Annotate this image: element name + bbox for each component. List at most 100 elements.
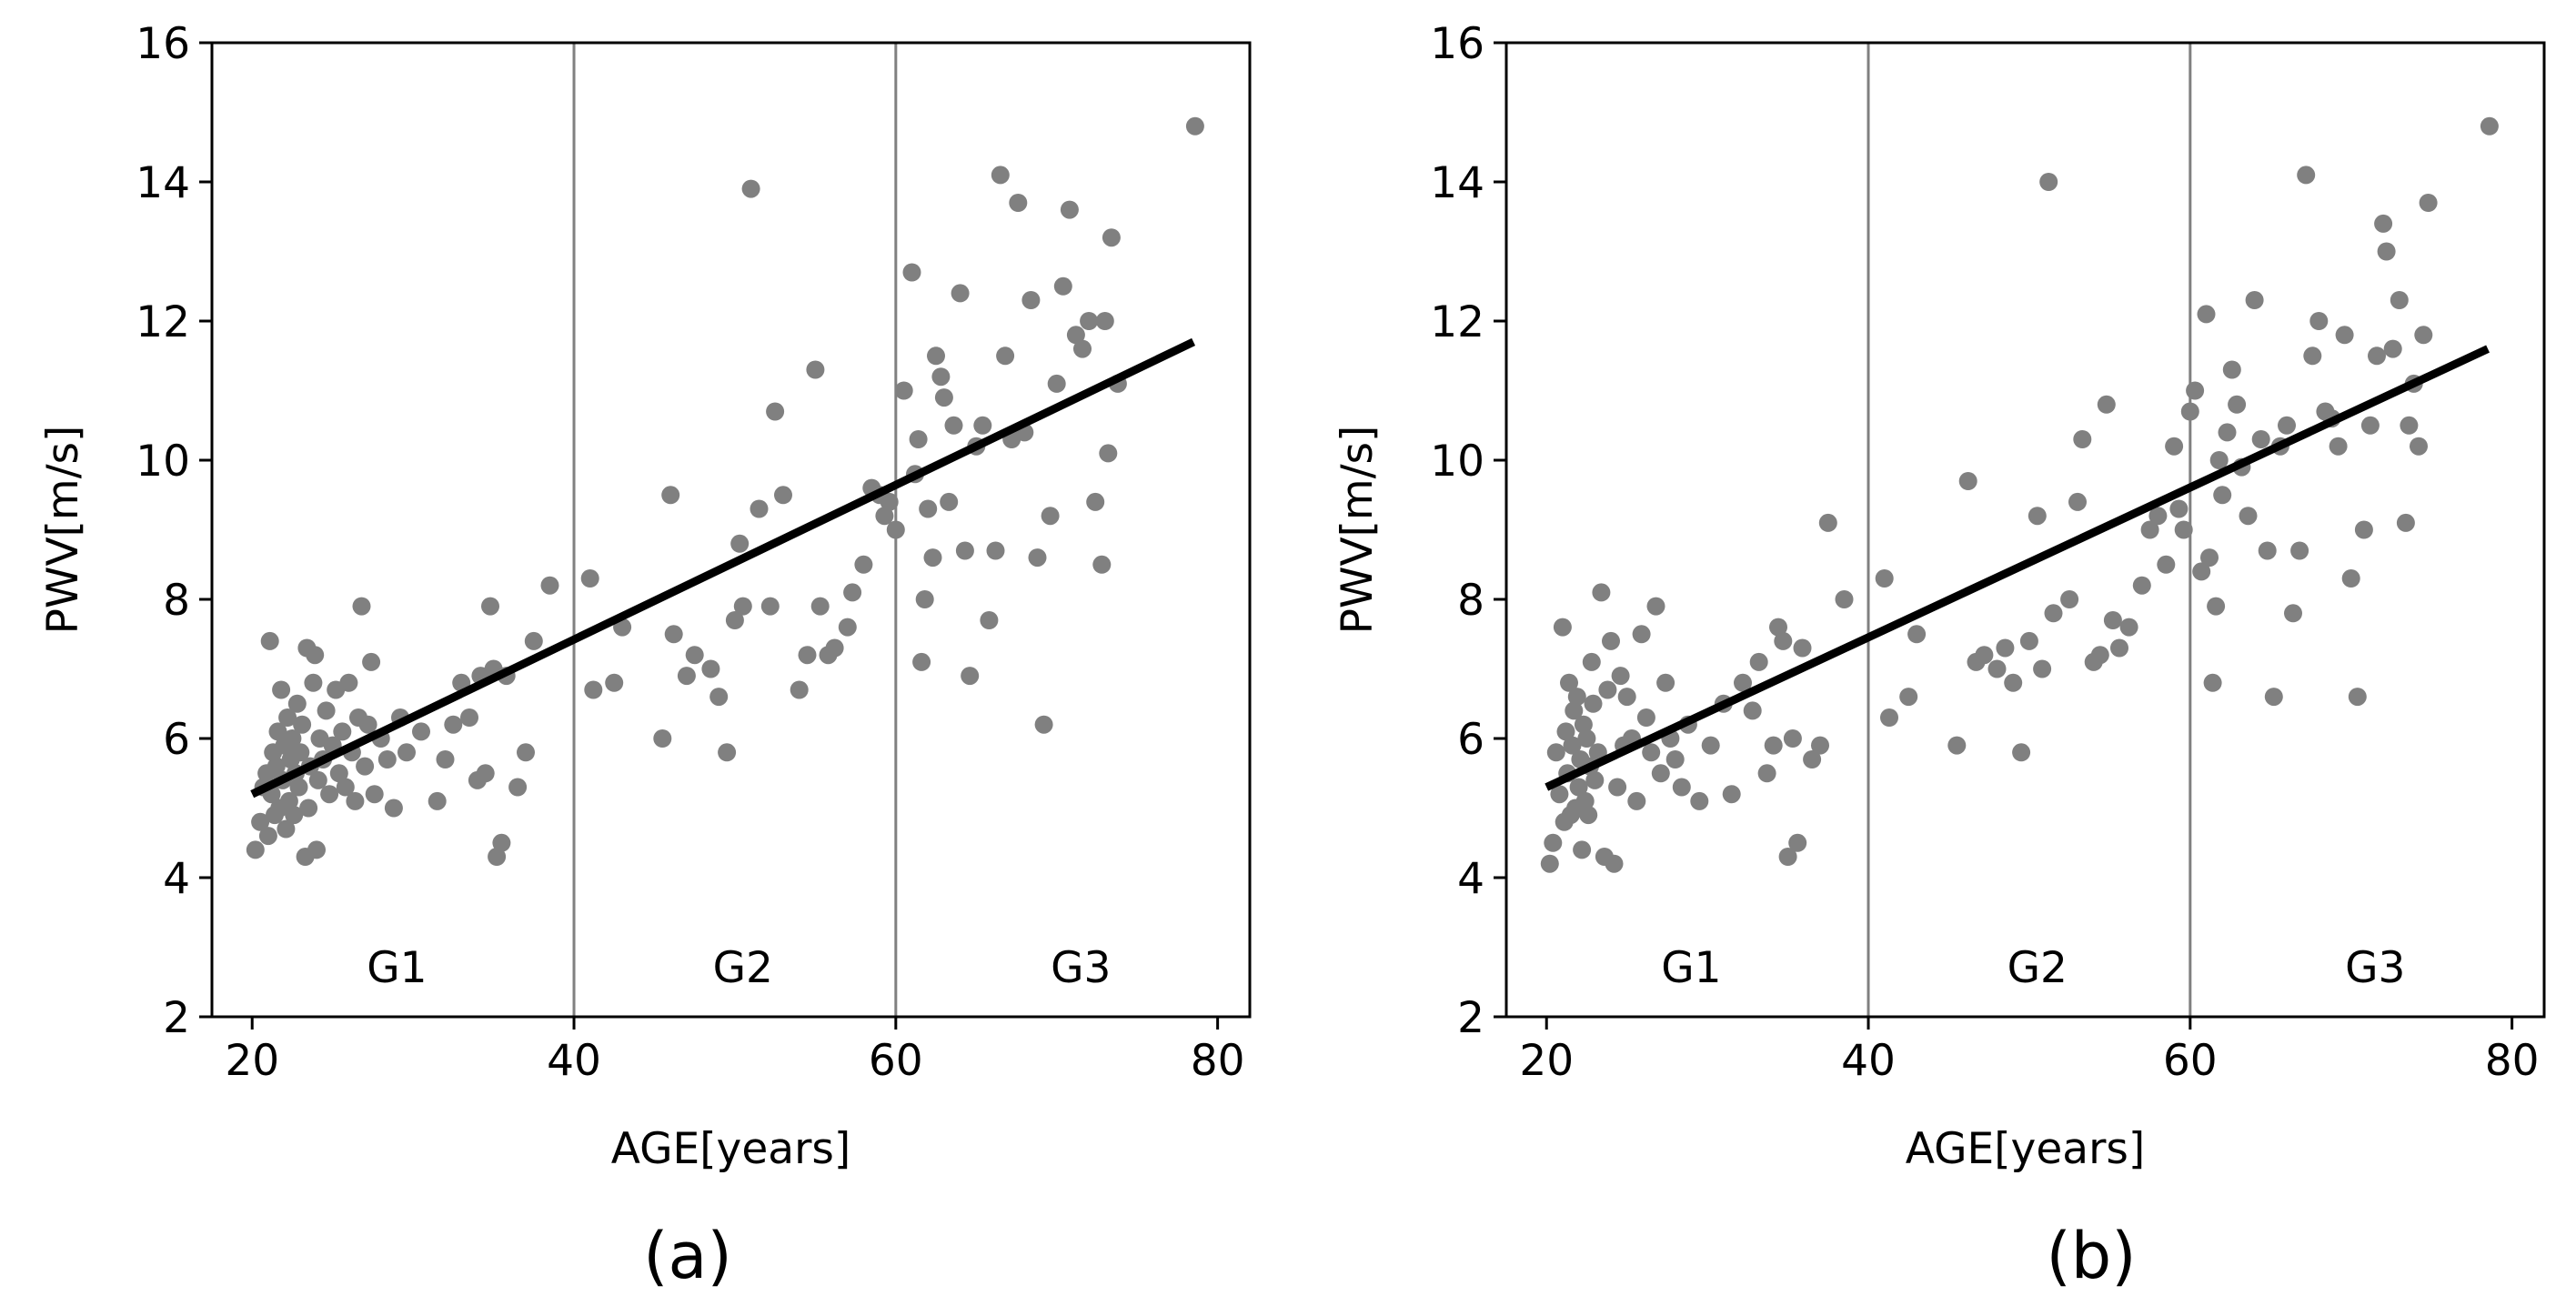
data-point bbox=[1579, 806, 1598, 825]
data-point bbox=[750, 499, 769, 518]
data-point bbox=[2368, 347, 2386, 366]
data-point bbox=[1602, 631, 1620, 650]
data-point bbox=[685, 646, 704, 665]
data-point bbox=[880, 492, 899, 511]
data-point bbox=[2169, 499, 2189, 518]
data-point bbox=[1899, 688, 1918, 707]
data-point bbox=[766, 402, 785, 421]
data-point bbox=[2297, 166, 2316, 185]
data-point bbox=[991, 166, 1010, 185]
data-point bbox=[996, 347, 1015, 366]
data-point bbox=[2377, 242, 2396, 261]
data-point bbox=[358, 715, 377, 734]
plot-frame bbox=[1504, 41, 2546, 1019]
data-point bbox=[1546, 743, 1565, 762]
data-point bbox=[798, 646, 817, 665]
data-point bbox=[2044, 604, 2063, 623]
y-tick-label: 10 bbox=[1430, 437, 1484, 487]
data-point bbox=[2410, 437, 2428, 456]
data-point bbox=[2140, 520, 2159, 539]
x-tick-label: 60 bbox=[2163, 1036, 2218, 1086]
data-point bbox=[2103, 611, 2122, 629]
data-point bbox=[287, 694, 307, 713]
data-point bbox=[412, 722, 430, 741]
data-point bbox=[934, 388, 953, 407]
data-point bbox=[1592, 583, 1611, 602]
data-point bbox=[1102, 228, 1121, 247]
data-point bbox=[1577, 729, 1596, 748]
data-point bbox=[460, 708, 478, 727]
data-point bbox=[2303, 347, 2322, 366]
data-point bbox=[1958, 472, 1977, 490]
data-point bbox=[2039, 173, 2058, 191]
data-point bbox=[1567, 688, 1586, 707]
data-point bbox=[931, 367, 951, 387]
y-axis-label: PWV[m/s] bbox=[38, 426, 88, 635]
data-point bbox=[825, 638, 844, 658]
data-point bbox=[304, 673, 323, 692]
data-point bbox=[1818, 513, 1837, 532]
data-point bbox=[2110, 638, 2128, 658]
regression-line bbox=[1545, 345, 2490, 791]
y-tick-label: 16 bbox=[136, 19, 190, 69]
y-tick-label: 6 bbox=[1457, 715, 1484, 765]
data-point bbox=[317, 701, 336, 720]
data-point bbox=[774, 486, 792, 505]
y-tick-label: 8 bbox=[1457, 576, 1484, 626]
data-point bbox=[843, 583, 862, 602]
data-point bbox=[2207, 597, 2226, 616]
data-point bbox=[2165, 437, 2184, 456]
data-point bbox=[955, 541, 974, 560]
data-point bbox=[2192, 562, 2211, 581]
data-point bbox=[1556, 722, 1575, 741]
panel-label: (b) bbox=[2046, 1219, 2136, 1293]
panel-label: (a) bbox=[643, 1219, 732, 1293]
data-point bbox=[1996, 638, 2015, 658]
data-point bbox=[730, 534, 750, 553]
data-point bbox=[2004, 673, 2023, 692]
data-point bbox=[1066, 326, 1085, 345]
data-point bbox=[1563, 736, 1582, 755]
data-point bbox=[653, 729, 672, 748]
y-tick-label: 2 bbox=[163, 993, 190, 1043]
x-tick-label: 20 bbox=[225, 1036, 279, 1086]
data-point bbox=[2329, 437, 2348, 456]
data-point bbox=[362, 652, 381, 671]
data-point bbox=[2180, 402, 2199, 421]
y-tick-label: 12 bbox=[136, 297, 190, 347]
data-point bbox=[2148, 507, 2168, 526]
data-point bbox=[2200, 548, 2219, 568]
data-point bbox=[1611, 667, 1630, 686]
data-point bbox=[352, 597, 371, 616]
data-point bbox=[1034, 715, 1053, 734]
data-point bbox=[2132, 576, 2151, 595]
data-point bbox=[1584, 694, 1603, 713]
data-point bbox=[1835, 590, 1854, 608]
data-point bbox=[1734, 673, 1752, 692]
y-tick-label: 4 bbox=[1457, 854, 1484, 904]
data-point bbox=[1987, 659, 2007, 678]
data-point bbox=[329, 764, 348, 783]
data-point bbox=[524, 631, 543, 650]
data-point bbox=[951, 284, 970, 303]
x-tick-label: 40 bbox=[1841, 1036, 1896, 1086]
data-point bbox=[2245, 291, 2264, 309]
data-point bbox=[306, 646, 325, 665]
data-point bbox=[912, 652, 931, 671]
data-point bbox=[1778, 848, 1797, 866]
data-point bbox=[2258, 541, 2277, 560]
data-point bbox=[1811, 736, 1829, 755]
data-point bbox=[365, 785, 384, 804]
data-point bbox=[961, 667, 980, 686]
panel-b: 20 40 60 80 2 4 6 8 10 12 14 16 G1 G2 G3 AGE[years] PWV[… bbox=[1333, 19, 2546, 1293]
data-point bbox=[986, 541, 1005, 560]
data-point bbox=[2119, 618, 2138, 637]
y-tick-label: 12 bbox=[1430, 297, 1484, 347]
y-tick-label: 4 bbox=[163, 854, 190, 904]
data-point bbox=[492, 833, 511, 852]
panel-a: 20 40 60 80 2 4 6 8 10 12 14 16 G1 G2 G3 AGE[years] PWV[… bbox=[38, 19, 1252, 1293]
data-point bbox=[1053, 276, 1072, 296]
data-point bbox=[2012, 743, 2031, 762]
data-point bbox=[806, 360, 825, 379]
group-label: G3 bbox=[2345, 943, 2405, 993]
